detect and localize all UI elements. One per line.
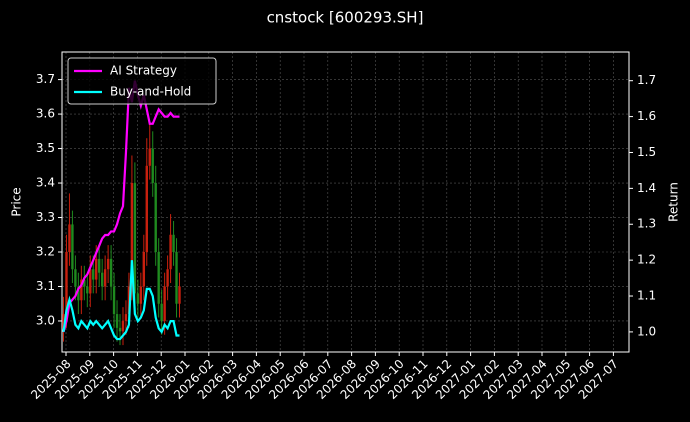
legend-label: Buy-and-Hold (110, 85, 191, 99)
candle-body (89, 269, 92, 294)
candle-body (92, 269, 95, 280)
candle-body (157, 252, 160, 304)
candle-body (169, 234, 172, 270)
return-line (62, 80, 180, 333)
candle-body (163, 286, 166, 321)
y-tick-label: 3.7 (36, 72, 55, 86)
candle-body (62, 314, 65, 328)
candle-body (133, 183, 137, 294)
candle-body (103, 269, 107, 287)
return-line (62, 260, 180, 341)
candle-body (68, 224, 71, 252)
y-tick-label: 3.3 (36, 210, 55, 224)
y2-tick-label: 1.5 (637, 145, 656, 159)
y-tick-label: 3.2 (36, 245, 55, 259)
candle-body (115, 314, 119, 328)
candle-body (106, 258, 110, 270)
candle-body (136, 293, 140, 304)
y2-axis-label: Return (667, 182, 681, 222)
candle-body (100, 272, 104, 287)
candle-body (118, 327, 122, 332)
candle-body (97, 258, 101, 273)
candle-body (166, 269, 169, 287)
chart-title: cnstock [600293.SH] (267, 9, 424, 27)
y-tick-label: 3.1 (36, 279, 55, 293)
y2-tick-label: 1.1 (637, 289, 656, 303)
candle-body (154, 183, 157, 252)
candle-body (83, 279, 86, 287)
candle-body (86, 286, 89, 294)
candle-body (160, 303, 163, 321)
candle-body (74, 269, 77, 287)
candle-body (80, 279, 83, 301)
y-tick-label: 3.4 (36, 176, 55, 190)
legend-box (67, 57, 217, 105)
y-tick-label: 3.5 (36, 141, 55, 155)
candle-body (175, 252, 178, 304)
candle-body (109, 258, 113, 287)
candle-body (127, 286, 131, 315)
legend-label: AI Strategy (110, 64, 177, 78)
plot-frame (61, 51, 630, 353)
candle-body (151, 148, 154, 184)
y-axis-label: Price (10, 187, 24, 216)
y-tick-label: 3.0 (36, 313, 55, 327)
candle-body (130, 183, 134, 287)
y2-tick-label: 1.2 (637, 253, 656, 267)
y2-tick-label: 1.3 (637, 217, 656, 231)
y2-tick-label: 1.7 (637, 73, 656, 87)
candle-body (112, 286, 116, 315)
candle-body (77, 286, 80, 301)
candle-body (121, 320, 125, 332)
candle-body (172, 234, 175, 252)
candle-body (142, 252, 146, 287)
candle-body (71, 224, 74, 270)
y2-tick-label: 1.6 (637, 109, 656, 123)
y2-tick-label: 1.0 (637, 324, 656, 338)
y2-tick-label: 1.4 (637, 181, 656, 195)
candle-body (95, 258, 98, 280)
candle-body (139, 286, 143, 304)
candle-body (178, 286, 181, 304)
candle-body (148, 148, 151, 166)
y-tick-label: 3.6 (36, 107, 55, 121)
candle-body (65, 252, 68, 315)
candle-body (124, 314, 128, 321)
candle-body (145, 165, 148, 252)
